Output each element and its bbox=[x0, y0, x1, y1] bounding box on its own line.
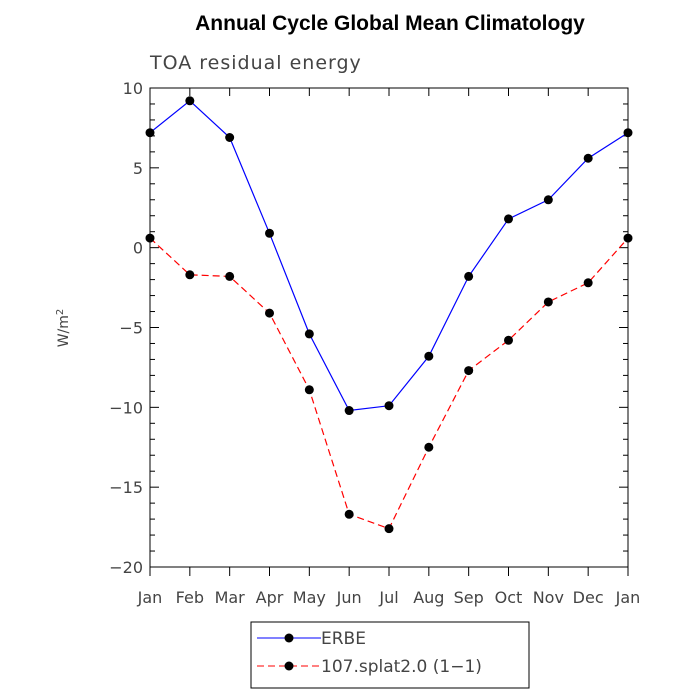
legend-marker-erbe bbox=[284, 633, 294, 643]
legend-label-erbe: ERBE bbox=[321, 629, 366, 649]
data-point bbox=[543, 195, 553, 205]
y-tick-label: −15 bbox=[109, 478, 143, 497]
data-point bbox=[225, 132, 235, 142]
data-point bbox=[344, 406, 354, 416]
x-tick-label: May bbox=[293, 588, 326, 607]
data-point bbox=[304, 329, 314, 339]
x-tick-label: Apr bbox=[256, 588, 284, 607]
data-point bbox=[185, 96, 195, 106]
legend-box bbox=[250, 621, 530, 689]
data-point bbox=[504, 335, 513, 345]
series-line bbox=[149, 237, 629, 530]
x-tick-label: Feb bbox=[176, 588, 204, 607]
y-axis-label-unit: W/m bbox=[56, 315, 72, 347]
y-tick-label: −10 bbox=[109, 398, 143, 417]
axis-labels: 10 5 0 −5 −10 −15 −20 Jan Feb Mar Apr May Jun Jul Aug S… bbox=[109, 79, 640, 607]
y-tick-label: 10 bbox=[123, 79, 143, 98]
x-tick-label: Mar bbox=[215, 588, 246, 607]
y-tick-label: 0 bbox=[133, 239, 143, 258]
plot-frame bbox=[149, 87, 629, 568]
data-point bbox=[225, 271, 235, 281]
data-point bbox=[504, 214, 513, 224]
data-point bbox=[424, 442, 434, 452]
x-tick-label: Sep bbox=[454, 588, 484, 607]
data-point bbox=[583, 278, 593, 288]
data-point bbox=[464, 271, 474, 281]
chart-subtitle: TOA residual energy bbox=[149, 52, 362, 74]
data-point bbox=[185, 270, 195, 280]
legend: ERBE 107.splat2.0 (1−1) bbox=[250, 621, 530, 689]
tick-marks bbox=[149, 87, 629, 576]
y-tick-label: −20 bbox=[109, 558, 143, 577]
data-point bbox=[464, 366, 474, 376]
data-point bbox=[265, 228, 274, 238]
data-point bbox=[304, 385, 314, 395]
chart-title: Annual Cycle Global Mean Climatology bbox=[195, 12, 585, 35]
x-tick-label: Jan bbox=[615, 588, 641, 607]
y-tick-label: 5 bbox=[133, 159, 143, 178]
x-tick-label: Oct bbox=[495, 588, 523, 607]
y-axis-label-exponent: 2 bbox=[55, 309, 66, 315]
series-line bbox=[149, 99, 629, 412]
x-tick-label: Jan bbox=[137, 588, 163, 607]
data-point bbox=[384, 524, 394, 534]
legend-marker-model bbox=[284, 661, 294, 671]
data-point bbox=[265, 308, 274, 318]
x-tick-label: Jun bbox=[336, 588, 362, 607]
data-point bbox=[424, 351, 434, 361]
x-tick-label: Dec bbox=[573, 588, 604, 607]
data-point bbox=[344, 509, 354, 519]
x-tick-label: Aug bbox=[413, 588, 444, 607]
data-point bbox=[543, 297, 553, 307]
x-tick-label: Jul bbox=[378, 588, 398, 607]
data-point bbox=[583, 153, 593, 163]
series-layer bbox=[145, 96, 633, 534]
y-tick-label: −5 bbox=[119, 319, 143, 338]
data-point bbox=[384, 401, 394, 411]
y-axis-label: W/m2 bbox=[55, 309, 73, 348]
x-tick-label: Nov bbox=[533, 588, 564, 607]
legend-label-model: 107.splat2.0 (1−1) bbox=[321, 657, 482, 677]
